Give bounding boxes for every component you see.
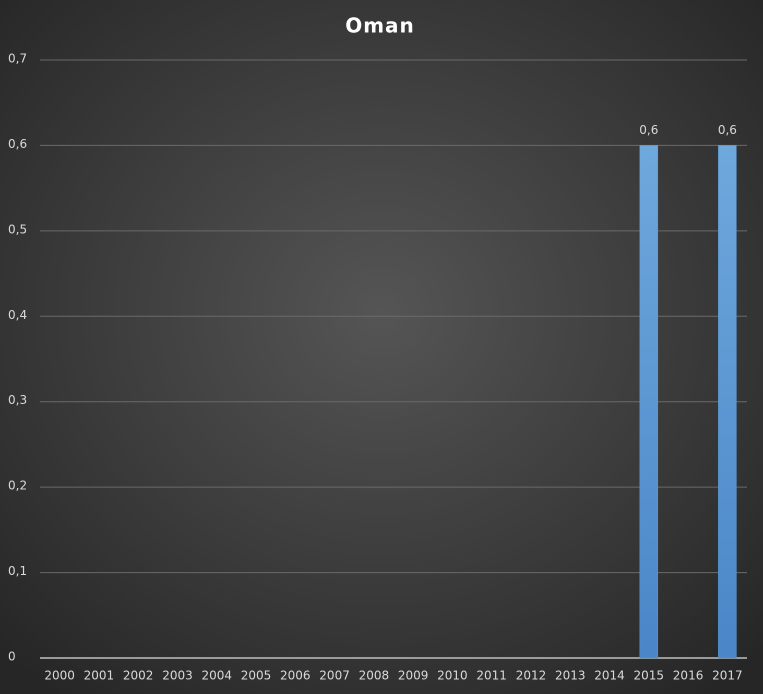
x-tick-label: 2016 — [673, 669, 704, 683]
x-tick-label: 2006 — [280, 669, 311, 683]
y-tick-label: 0,2 — [8, 479, 27, 493]
x-tick-label: 2011 — [476, 669, 507, 683]
x-tick-label: 2017 — [712, 669, 743, 683]
x-tick-label: 2009 — [398, 669, 429, 683]
x-tick-label: 2004 — [201, 669, 232, 683]
x-tick-label: 2000 — [44, 669, 75, 683]
y-tick-label: 0,1 — [8, 564, 27, 578]
x-tick-label: 2010 — [437, 669, 468, 683]
y-tick-label: 0,4 — [8, 308, 27, 322]
bar — [718, 145, 737, 659]
y-tick-label: 0,6 — [8, 137, 27, 151]
y-tick-label: 0,5 — [8, 222, 27, 236]
y-tick-label: 0,7 — [8, 52, 27, 66]
data-label: 0,6 — [639, 123, 658, 137]
x-tick-label: 2012 — [516, 669, 547, 683]
x-tick-label: 2003 — [162, 669, 193, 683]
x-tick-label: 2008 — [359, 669, 390, 683]
bar — [639, 145, 659, 659]
y-tick-label: 0 — [8, 650, 16, 664]
x-tick-label: 2007 — [319, 669, 350, 683]
x-tick-label: 2002 — [123, 669, 154, 683]
data-label: 0,6 — [718, 123, 737, 137]
x-tick-label: 2013 — [555, 669, 586, 683]
chart-title: Oman — [345, 14, 415, 38]
x-tick-label: 2001 — [84, 669, 115, 683]
y-tick-label: 0,3 — [8, 393, 27, 407]
x-tick-label: 2014 — [594, 669, 625, 683]
x-tick-label: 2015 — [634, 669, 665, 683]
x-tick-label: 2005 — [241, 669, 272, 683]
